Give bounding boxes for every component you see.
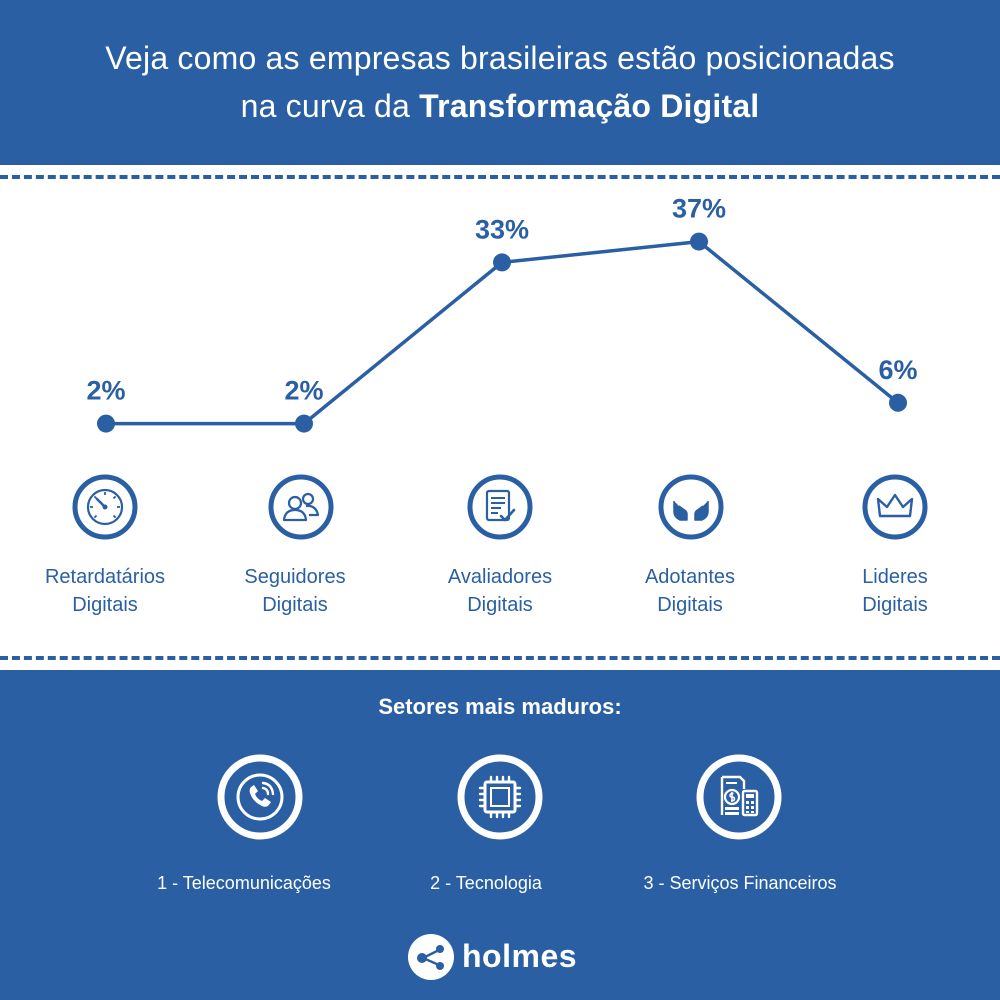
speedometer-icon <box>72 474 138 540</box>
page-title-highlight: Transformação Digital <box>419 88 760 124</box>
category-label-line1: Retardatários <box>44 566 166 588</box>
category-label-adotantes: Adotantes Digitais <box>600 563 780 619</box>
data-point <box>493 253 511 272</box>
category-label-line2: Digitais <box>657 594 723 616</box>
dashed-divider-bottom <box>0 656 1000 660</box>
sector-label-tecnologia: 2 - Tecnologia <box>430 873 542 893</box>
holmes-logo-icon <box>408 934 454 980</box>
sector-label-financeiros: 3 - Serviços Financeiros <box>643 873 837 893</box>
data-label: 6% <box>878 355 917 385</box>
category-label-line2: Digitais <box>467 594 533 616</box>
data-point <box>295 414 313 433</box>
sector-label-telecom: 1 - Telecomunicações <box>157 873 331 893</box>
data-label: 2% <box>86 376 125 406</box>
data-point <box>690 232 708 251</box>
crown-icon <box>862 474 928 540</box>
holmes-logo-text: holmes <box>462 938 578 974</box>
category-label-line1: Adotantes <box>644 566 736 588</box>
category-label-line1: Avaliadores <box>447 566 553 588</box>
page-title-line2: na curva da Transformação Digital <box>0 88 1000 125</box>
page-title-prefix: na curva da <box>240 88 420 124</box>
category-label-avaliadores: Avaliadores Digitais <box>410 563 590 619</box>
chip-icon <box>457 754 543 840</box>
category-label-seguidores: Seguidores Digitais <box>205 563 385 619</box>
users-icon <box>268 474 334 540</box>
category-label-line2: Digitais <box>262 594 328 616</box>
checklist-icon <box>467 474 533 540</box>
data-label: 2% <box>284 376 323 406</box>
phone-icon <box>217 754 303 840</box>
line-chart: 2% 2% 33% 37% 6% <box>86 194 918 433</box>
category-label-retardatarios: Retardatários Digitais <box>15 563 195 619</box>
data-label: 33% <box>475 214 529 244</box>
category-label-line1: Lideres <box>862 566 928 588</box>
category-label-lideres: Lideres Digitais <box>805 563 985 619</box>
hands-icon <box>658 474 724 540</box>
header-banner <box>0 0 1000 165</box>
category-label-line2: Digitais <box>862 594 928 616</box>
data-label: 37% <box>672 194 726 224</box>
page-title-line1: Veja como as empresas brasileiras estão … <box>105 40 895 76</box>
category-label-line1: Seguidores <box>244 566 346 588</box>
dashed-divider-top <box>0 175 1000 179</box>
sectors-title: Setores mais maduros: <box>378 694 622 719</box>
data-point <box>889 393 907 412</box>
finance-icon <box>696 754 782 840</box>
data-point <box>97 414 115 433</box>
category-label-line2: Digitais <box>72 594 138 616</box>
